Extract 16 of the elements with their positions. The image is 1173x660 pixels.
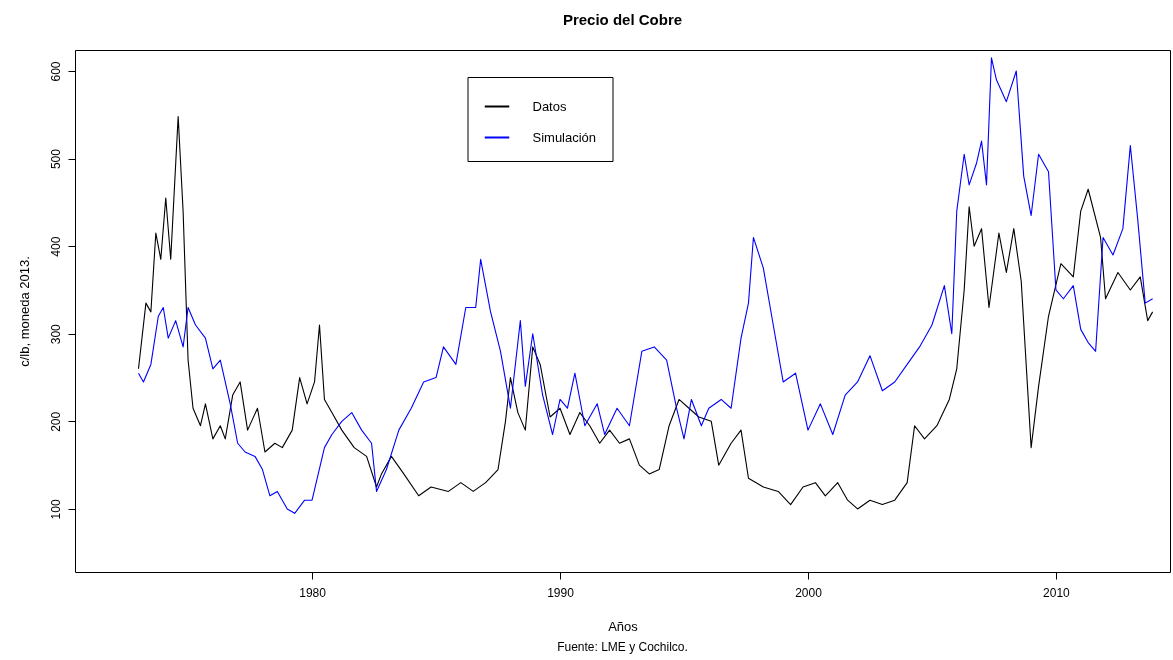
y-tick-label: 400 [48,236,63,257]
x-tick-label: 2010 [1043,585,1071,600]
x-axis-title: Años [608,618,639,634]
x-tick-label: 2000 [795,585,823,600]
chart-title: Precio del Cobre [562,11,683,28]
legend-label: Datos [532,98,567,114]
y-tick-label: 300 [48,323,63,345]
x-tick-label: 1980 [299,585,327,600]
y-axis-title: c/lb, moneda 2013. [16,256,32,367]
y-tick-label: 100 [48,499,63,520]
y-tick-label: 600 [48,61,63,82]
legend-label: Simulación [532,129,597,145]
y-tick-label: 500 [48,148,63,170]
y-tick-label: 200 [48,411,63,432]
source-note: Fuente: LME y Cochilco. [557,640,688,654]
x-tick-label: 1990 [547,585,575,600]
